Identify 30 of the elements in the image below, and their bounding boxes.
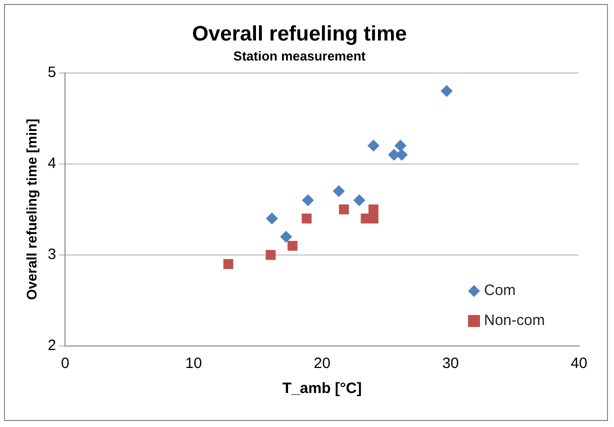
point bbox=[368, 214, 378, 224]
point bbox=[223, 259, 234, 269]
point bbox=[368, 204, 378, 214]
point bbox=[302, 194, 314, 206]
legend-label: Com bbox=[484, 282, 516, 300]
y-axis-title: Overall refueling time [min] bbox=[23, 118, 40, 300]
x-tick-label: 0 bbox=[60, 355, 70, 372]
point bbox=[338, 204, 349, 214]
point bbox=[440, 85, 453, 98]
x-tick-label: 30 bbox=[442, 355, 459, 372]
x-axis-title: T_amb [°C] bbox=[282, 380, 362, 398]
y-tick-label: 4 bbox=[48, 155, 56, 172]
point bbox=[353, 194, 366, 206]
point bbox=[280, 230, 292, 243]
y-tick-label: 2 bbox=[48, 337, 56, 354]
y-tick-label: 5 bbox=[48, 64, 56, 81]
chart-subtitle: Station measurement bbox=[233, 48, 366, 64]
point bbox=[394, 140, 406, 152]
point bbox=[266, 212, 278, 225]
x-tick-label: 10 bbox=[185, 355, 202, 372]
legend-label: Non-com bbox=[484, 312, 545, 330]
chart-title: Overall refueling time bbox=[192, 22, 407, 46]
point bbox=[367, 140, 380, 152]
point bbox=[302, 214, 312, 224]
point bbox=[332, 185, 345, 198]
x-tick-label: 40 bbox=[570, 355, 588, 372]
point bbox=[266, 250, 276, 260]
y-tick-label: 3 bbox=[48, 246, 56, 264]
point bbox=[288, 240, 298, 251]
x-tick-label: 20 bbox=[314, 355, 330, 372]
